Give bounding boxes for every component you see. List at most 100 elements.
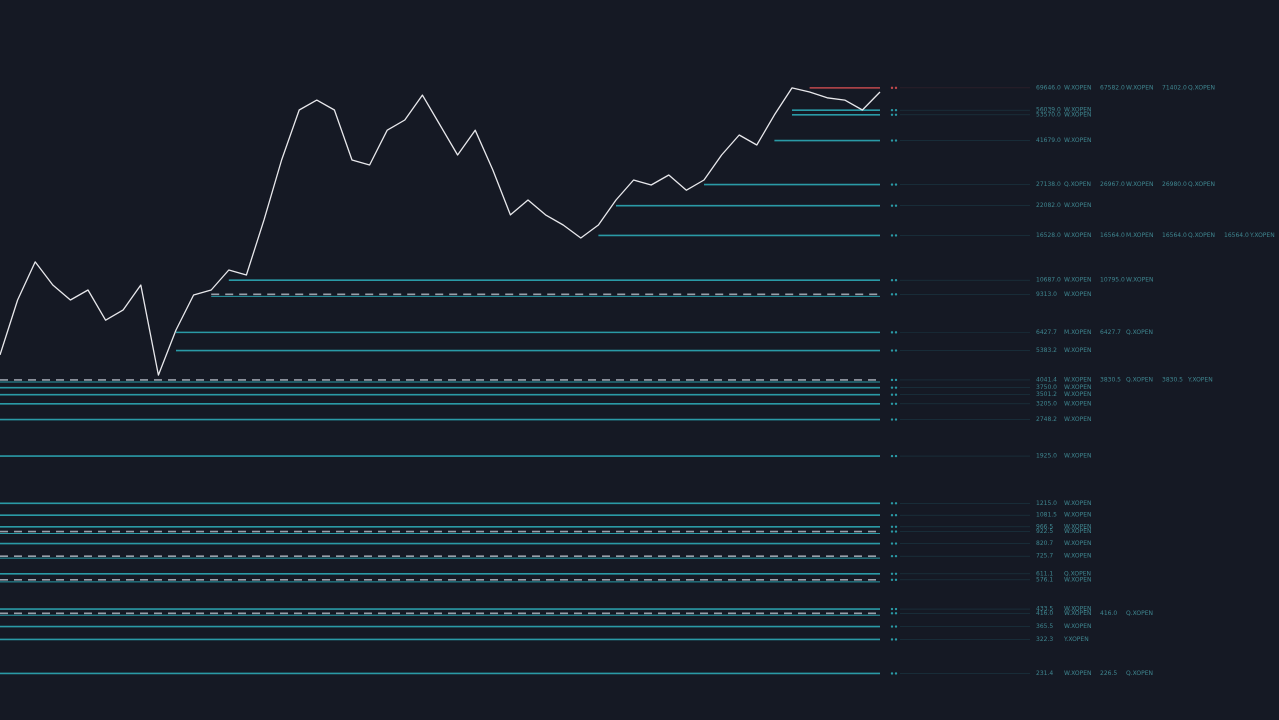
level-tag: W.XOPEN <box>1064 528 1092 535</box>
level-label: 3750.0 <box>1036 384 1057 391</box>
level-extra-label: 67582.0 <box>1100 84 1125 91</box>
level-dot <box>894 638 898 641</box>
level-tag: W.XOPEN <box>1064 384 1092 391</box>
level-dot <box>894 514 898 517</box>
level-extra-tag: Q.XOPEN <box>1126 670 1153 677</box>
level-extra-label: 10795.0 <box>1100 277 1125 284</box>
level-dot <box>890 108 894 112</box>
level-label: 922.5 <box>1036 528 1053 535</box>
level-label: 2748.2 <box>1036 416 1057 423</box>
price-line <box>0 87 881 376</box>
level-label: 231.4 <box>1036 670 1053 677</box>
level-tag: W.XOPEN <box>1064 500 1092 507</box>
level-tag: W.XOPEN <box>1064 291 1092 298</box>
level-dot <box>890 672 894 675</box>
level-label: 576.1 <box>1036 576 1053 583</box>
level-label: 27138.0 <box>1036 181 1061 188</box>
level-tag: W.XOPEN <box>1064 137 1092 144</box>
level-tag: W.XOPEN <box>1064 232 1092 239</box>
level-dot <box>894 530 898 533</box>
level-dot <box>894 349 898 352</box>
level-extra-tag: Q.XOPEN <box>1126 376 1153 383</box>
level-label: 3501.2 <box>1036 391 1057 398</box>
level-extra-tag: Y.XOPEN <box>1249 232 1275 239</box>
level-dot <box>890 525 894 528</box>
level-tag: W.XOPEN <box>1064 277 1092 284</box>
level-label: 3205.0 <box>1036 400 1057 407</box>
level-dot <box>890 349 894 352</box>
level-tag: W.XOPEN <box>1064 453 1092 460</box>
level-label: 365.5 <box>1036 623 1053 630</box>
level-label: 725.7 <box>1036 553 1053 560</box>
level-tag: W.XOPEN <box>1064 610 1092 617</box>
level-dot <box>894 204 898 207</box>
level-dot <box>890 554 894 558</box>
level-label: 4041.4 <box>1036 376 1057 383</box>
level-extra-tag: Q.XOPEN <box>1126 329 1153 336</box>
level-tag: W.XOPEN <box>1064 553 1092 560</box>
level-dot <box>894 293 898 296</box>
level-dot <box>894 86 898 90</box>
level-extra-tag: Y.XOPEN <box>1187 376 1213 383</box>
level-label: 1215.0 <box>1036 500 1057 507</box>
level-label: 41679.0 <box>1036 137 1061 144</box>
level-tag: W.XOPEN <box>1064 400 1092 407</box>
level-label: 1081.5 <box>1036 512 1057 519</box>
level-dot <box>890 386 894 389</box>
level-label: 22082.0 <box>1036 202 1061 209</box>
level-dot <box>890 514 894 517</box>
level-dot <box>890 454 894 458</box>
level-dot <box>894 278 898 282</box>
level-extra-tag: W.XOPEN <box>1126 181 1154 188</box>
level-extra-label: 226.5 <box>1100 670 1117 677</box>
level-extra-tag: M.XOPEN <box>1126 232 1153 239</box>
level-dot <box>890 530 894 533</box>
level-label: 56039.0 <box>1036 107 1061 114</box>
level-label: 69646.0 <box>1036 84 1061 91</box>
level-label: 966.5 <box>1036 523 1053 530</box>
level-label: 1925.0 <box>1036 453 1057 460</box>
level-dot <box>894 402 898 405</box>
level-extra-tag: W.XOPEN <box>1126 84 1154 91</box>
level-dot <box>894 108 898 112</box>
level-extra-label: 6427.7 <box>1100 329 1121 336</box>
level-dot <box>890 625 894 628</box>
level-tag: W.XOPEN <box>1064 523 1092 530</box>
level-tag: Q.XOPEN <box>1064 181 1091 188</box>
level-label: 416.0 <box>1036 610 1053 617</box>
level-tag: Q.XOPEN <box>1064 570 1091 577</box>
level-dot <box>894 454 898 458</box>
level-dot <box>890 607 894 611</box>
level-extra-tag: Q.XOPEN <box>1126 610 1153 617</box>
level-dot <box>890 393 894 396</box>
level-label: 6427.7 <box>1036 329 1057 336</box>
level-label: 433.5 <box>1036 606 1053 613</box>
level-extra-tag: Q.XOPEN <box>1188 181 1215 188</box>
level-dot <box>890 113 894 117</box>
level-dot <box>890 502 894 505</box>
level-dot <box>894 418 898 421</box>
level-tag: W.XOPEN <box>1064 416 1092 423</box>
level-extra-tag: Q.XOPEN <box>1188 232 1215 239</box>
level-dot <box>890 331 894 334</box>
level-label: 5383.2 <box>1036 347 1057 354</box>
level-tag: W.XOPEN <box>1064 670 1092 677</box>
level-dot <box>894 612 898 615</box>
level-dot <box>890 572 894 576</box>
level-extra-label: 3830.5 <box>1162 376 1183 383</box>
level-tag: W.XOPEN <box>1064 540 1092 547</box>
level-tag: W.XOPEN <box>1064 107 1092 114</box>
level-dot <box>890 612 894 615</box>
level-dot <box>894 183 898 186</box>
level-dot <box>890 402 894 405</box>
level-tag: W.XOPEN <box>1064 202 1092 209</box>
level-label: 10687.0 <box>1036 277 1061 284</box>
level-tag: W.XOPEN <box>1064 606 1092 613</box>
level-dot <box>894 386 898 389</box>
level-dot <box>894 607 898 611</box>
level-extra-label: 26980.0 <box>1162 181 1187 188</box>
level-extra-label: 416.0 <box>1100 610 1117 617</box>
level-label: 820.7 <box>1036 540 1053 547</box>
level-dot <box>894 502 898 505</box>
